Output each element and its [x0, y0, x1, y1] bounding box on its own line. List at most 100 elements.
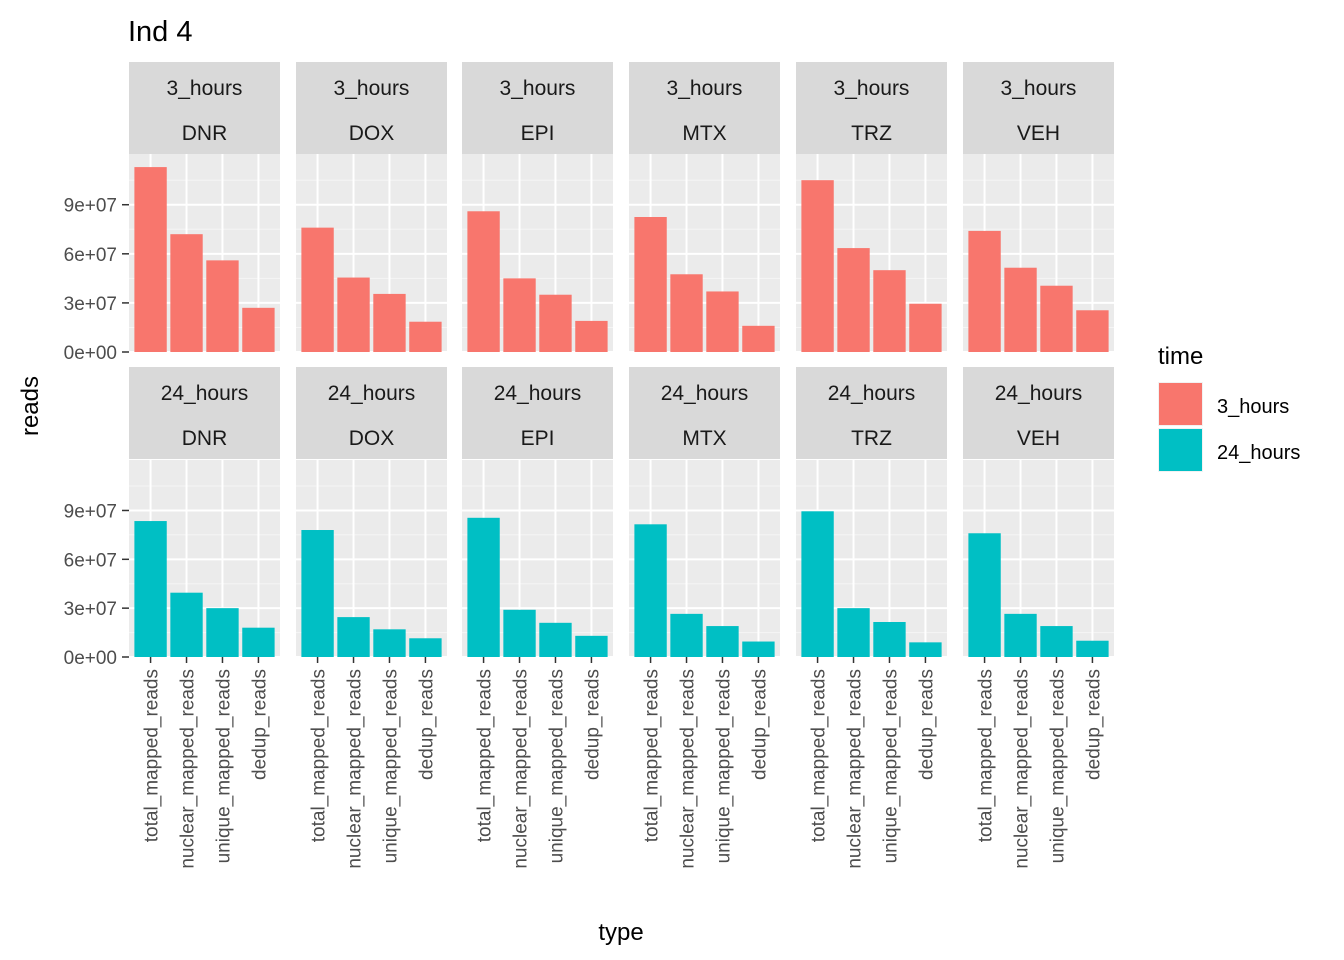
strip-label-time: 24_hours — [995, 382, 1083, 405]
bar-total_mapped_reads — [301, 530, 334, 657]
bar-dedup_reads — [409, 321, 442, 352]
bar-unique_mapped_reads — [706, 291, 739, 352]
facet-panel-3_hours-VEH: 3_hours VEH — [963, 62, 1114, 353]
bar-total_mapped_reads — [467, 517, 500, 657]
facet-strip — [296, 62, 447, 154]
strip-label-drug: VEH — [1017, 122, 1060, 145]
bar-dedup_reads — [1076, 640, 1109, 657]
x-tick-label: nuclear_mapped_reads — [845, 669, 866, 869]
facet-strip — [963, 367, 1114, 459]
bar-dedup_reads — [409, 638, 442, 657]
y-tick-label: 3e+07 — [64, 599, 117, 620]
legend-label: 3_hours — [1217, 396, 1289, 418]
x-tick-label: unique_mapped_reads — [213, 669, 234, 863]
strip-label-drug: VEH — [1017, 427, 1060, 450]
facet-panel-24_hours-VEH: 24_hours VEH — [963, 367, 1114, 658]
y-axes: 0e+00 3e+07 6e+07 9e+07 0e+00 3e+07 6e+07 9e+07 — [64, 196, 129, 669]
bar-nuclear_mapped_reads — [837, 608, 870, 657]
strip-label-drug: TRZ — [851, 427, 892, 450]
facet-strip — [462, 367, 613, 459]
x-tick-label: total_mapped_reads — [642, 669, 663, 842]
bar-unique_mapped_reads — [373, 629, 406, 657]
bar-unique_mapped_reads — [873, 621, 906, 657]
strip-label-time: 24_hours — [494, 382, 582, 405]
bar-dedup_reads — [242, 627, 275, 657]
bar-total_mapped_reads — [634, 524, 667, 657]
chart-title: Ind 4 — [128, 16, 193, 48]
x-tick-label: dedup_reads — [749, 669, 770, 780]
facet-strip — [629, 367, 780, 459]
bar-dedup_reads — [909, 303, 942, 352]
y-tick-label: 9e+07 — [64, 501, 117, 522]
facet-strip — [129, 367, 280, 459]
facet-panel-3_hours-TRZ: 3_hours TRZ — [796, 62, 947, 353]
y-tick-label: 0e+00 — [64, 343, 117, 364]
strip-label-drug: DNR — [182, 122, 228, 145]
bar-dedup_reads — [742, 325, 775, 352]
bar-dedup_reads — [909, 642, 942, 657]
bar-total_mapped_reads — [968, 533, 1001, 657]
legend-label: 24_hours — [1217, 442, 1300, 464]
strip-label-drug: MTX — [682, 122, 726, 145]
legend-swatch-24_hours — [1159, 429, 1202, 471]
x-tick-label: unique_mapped_reads — [380, 669, 401, 863]
strip-label-time: 3_hours — [500, 77, 576, 100]
facet-strip — [963, 62, 1114, 154]
y-axis-title: reads — [17, 376, 44, 436]
bar-total_mapped_reads — [301, 227, 334, 352]
x-tick-label: total_mapped_reads — [142, 669, 163, 842]
strip-label-drug: DOX — [349, 122, 395, 145]
facet-strip — [462, 62, 613, 154]
strip-label-drug: DOX — [349, 427, 395, 450]
bar-unique_mapped_reads — [373, 293, 406, 352]
y-tick-label: 6e+07 — [64, 550, 117, 571]
bar-nuclear_mapped_reads — [503, 278, 536, 352]
bar-unique_mapped_reads — [539, 294, 572, 352]
strip-label-drug: DNR — [182, 427, 228, 450]
x-tick-label: dedup_reads — [916, 669, 937, 780]
facet-panel-3_hours-DNR: 3_hours DNR — [129, 62, 280, 353]
facet-strip — [296, 367, 447, 459]
bar-unique_mapped_reads — [1040, 626, 1073, 657]
facet-panel-3_hours-MTX: 3_hours MTX — [629, 62, 780, 353]
x-tick-label: unique_mapped_reads — [713, 669, 734, 863]
x-tick-label: nuclear_mapped_reads — [1012, 669, 1033, 869]
bar-nuclear_mapped_reads — [503, 609, 536, 657]
bar-total_mapped_reads — [467, 211, 500, 352]
facet-panel-24_hours-MTX: 24_hours MTX — [629, 367, 780, 658]
bar-nuclear_mapped_reads — [837, 248, 870, 352]
strip-label-time: 24_hours — [661, 382, 749, 405]
bar-nuclear_mapped_reads — [337, 617, 370, 657]
bar-nuclear_mapped_reads — [1004, 613, 1037, 657]
legend: time 3_hours 24_hours — [1158, 343, 1300, 472]
x-axis: total_mapped_reads nuclear_mapped_reads un… — [142, 657, 1104, 869]
facet-strip — [129, 62, 280, 154]
bar-total_mapped_reads — [801, 511, 834, 657]
x-tick-label: nuclear_mapped_reads — [678, 669, 699, 869]
x-tick-label: nuclear_mapped_reads — [511, 669, 532, 869]
x-tick-label: total_mapped_reads — [475, 669, 496, 842]
y-tick-label: 0e+00 — [64, 648, 117, 669]
facet-panel-24_hours-EPI: 24_hours EPI — [462, 367, 613, 658]
facet-strip — [796, 367, 947, 459]
facet-panel-3_hours-EPI: 3_hours EPI — [462, 62, 613, 353]
strip-label-time: 3_hours — [334, 77, 410, 100]
strip-label-time: 3_hours — [667, 77, 743, 100]
x-tick-label: unique_mapped_reads — [546, 669, 567, 863]
x-tick-label: dedup_reads — [416, 669, 437, 780]
facet-strip — [629, 62, 780, 154]
bar-dedup_reads — [575, 320, 608, 352]
y-tick-label: 6e+07 — [64, 245, 117, 266]
x-tick-label: total_mapped_reads — [809, 669, 830, 842]
strip-label-time: 24_hours — [161, 382, 249, 405]
facet-strip — [796, 62, 947, 154]
x-tick-label: total_mapped_reads — [309, 669, 330, 842]
strip-label-time: 24_hours — [328, 382, 416, 405]
strip-label-time: 3_hours — [834, 77, 910, 100]
bar-nuclear_mapped_reads — [670, 274, 703, 352]
bar-total_mapped_reads — [634, 217, 667, 352]
y-tick-label: 9e+07 — [64, 196, 117, 217]
bar-dedup_reads — [575, 635, 608, 657]
strip-label-time: 3_hours — [167, 77, 243, 100]
bar-unique_mapped_reads — [706, 626, 739, 657]
